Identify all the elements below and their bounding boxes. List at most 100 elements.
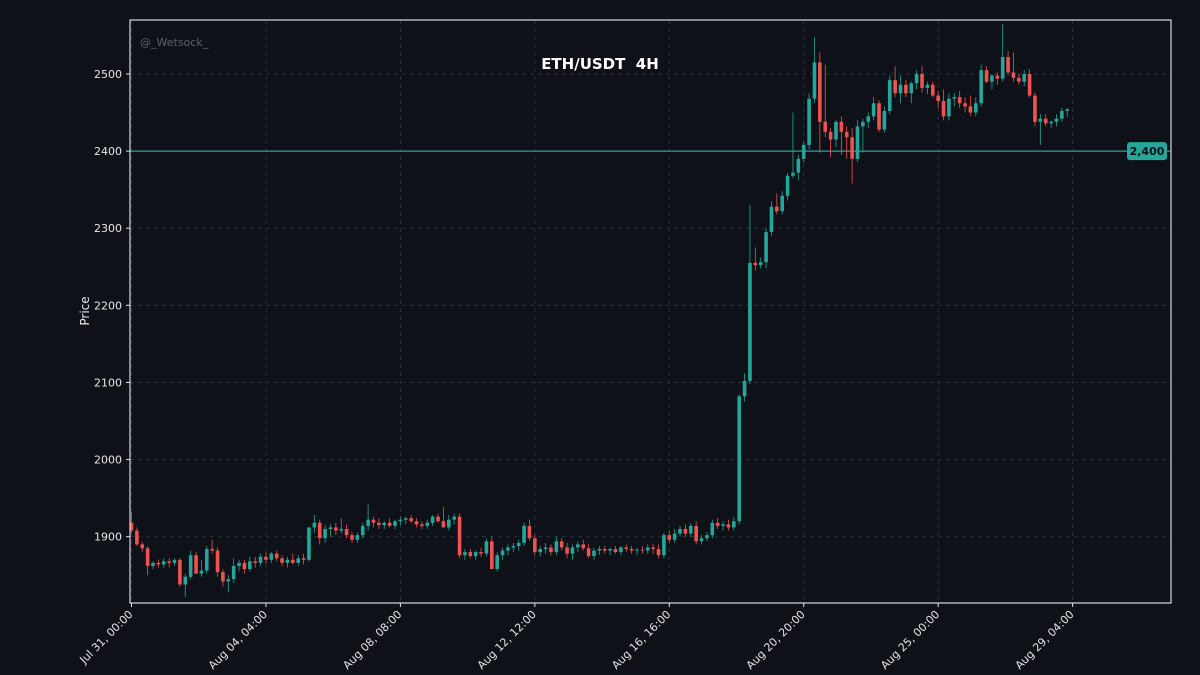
- candle-body: [952, 97, 957, 99]
- candle: [667, 530, 672, 543]
- candle: [1027, 69, 1032, 98]
- candle: [344, 524, 349, 539]
- candle: [430, 515, 435, 526]
- candle: [823, 64, 828, 138]
- candle: [957, 90, 962, 108]
- candle-body: [694, 525, 698, 542]
- candle-body: [645, 547, 650, 551]
- candle-body: [984, 70, 989, 82]
- candle: [554, 536, 559, 556]
- candle-body: [301, 558, 306, 560]
- candle-body: [328, 527, 333, 529]
- candle: [403, 516, 408, 525]
- candle: [608, 547, 612, 556]
- candle-body: [248, 561, 252, 570]
- candle: [280, 555, 284, 566]
- candle-body: [280, 558, 284, 563]
- candle-body: [581, 544, 586, 549]
- price-level-label: 2,400: [1130, 145, 1165, 158]
- candle: [887, 75, 892, 115]
- candle-body: [1022, 73, 1027, 82]
- candle-body: [586, 548, 591, 556]
- candle: [844, 126, 849, 159]
- candle-body: [651, 547, 655, 550]
- candle: [285, 556, 290, 568]
- candle-body: [274, 553, 279, 559]
- candle-body: [732, 521, 736, 528]
- candle: [296, 555, 301, 566]
- candle-body: [490, 541, 494, 570]
- candle-body: [323, 528, 327, 539]
- candle: [726, 519, 731, 531]
- candle-body: [920, 73, 924, 88]
- candle-body: [592, 550, 596, 556]
- candle-body: [1011, 72, 1016, 78]
- candle: [484, 538, 489, 557]
- candle: [699, 535, 704, 545]
- candle-body: [1006, 57, 1010, 73]
- candle: [570, 544, 575, 560]
- candle-body: [511, 545, 516, 548]
- candle-body: [366, 519, 370, 526]
- candle: [619, 545, 623, 556]
- candle-body: [748, 262, 752, 381]
- candle: [715, 518, 720, 529]
- y-axis: 1900 2000 2100 2200 2300 2400 2500: [94, 68, 130, 544]
- candle: [710, 519, 715, 539]
- candle-body: [769, 206, 774, 233]
- candle: [753, 247, 758, 271]
- candle-body: [871, 103, 876, 117]
- candle: [253, 556, 257, 568]
- candle-body: [420, 524, 424, 526]
- candle-body: [887, 80, 892, 111]
- candle: [1065, 107, 1070, 118]
- candle: [882, 106, 887, 133]
- candle-body: [995, 75, 1000, 79]
- candle-body: [608, 549, 612, 551]
- candle: [516, 539, 521, 551]
- candle: [237, 559, 241, 572]
- candle-body: [559, 541, 564, 548]
- candle: [624, 544, 629, 553]
- candle: [441, 507, 446, 528]
- candle-body: [823, 121, 828, 132]
- candle-body: [877, 103, 881, 130]
- y-tick-label: 2200: [94, 299, 122, 312]
- candle-body: [570, 547, 575, 554]
- candle: [145, 545, 150, 576]
- price-level-badge: [1127, 142, 1167, 161]
- candle-body: [715, 522, 720, 526]
- candle-body: [194, 555, 198, 574]
- candle: [925, 81, 930, 95]
- candle-body: [1049, 121, 1053, 124]
- candle-body: [737, 396, 741, 522]
- candle: [167, 558, 171, 568]
- candle: [748, 205, 752, 384]
- candle-body: [339, 528, 344, 531]
- candle-body: [446, 519, 451, 528]
- candle-body: [597, 549, 602, 551]
- y-tick-label: 2000: [94, 454, 122, 467]
- candle-body: [221, 572, 225, 582]
- candle-body: [479, 552, 483, 554]
- candle: [382, 521, 387, 529]
- candle-body: [710, 522, 715, 536]
- candle: [645, 544, 650, 554]
- candle: [742, 373, 747, 402]
- candle: [694, 521, 698, 545]
- candle: [990, 73, 994, 90]
- candle-body: [974, 103, 978, 113]
- candle-body: [522, 525, 526, 543]
- candle: [248, 556, 252, 572]
- candle-body: [237, 562, 241, 566]
- candle-body: [312, 522, 317, 528]
- candle-body: [807, 98, 811, 145]
- candle-body: [264, 556, 268, 560]
- candle-body: [215, 550, 220, 573]
- candle: [398, 516, 403, 526]
- candle: [393, 519, 397, 529]
- candle-body: [269, 553, 274, 560]
- candle-body: [678, 528, 682, 534]
- candle: [151, 561, 155, 570]
